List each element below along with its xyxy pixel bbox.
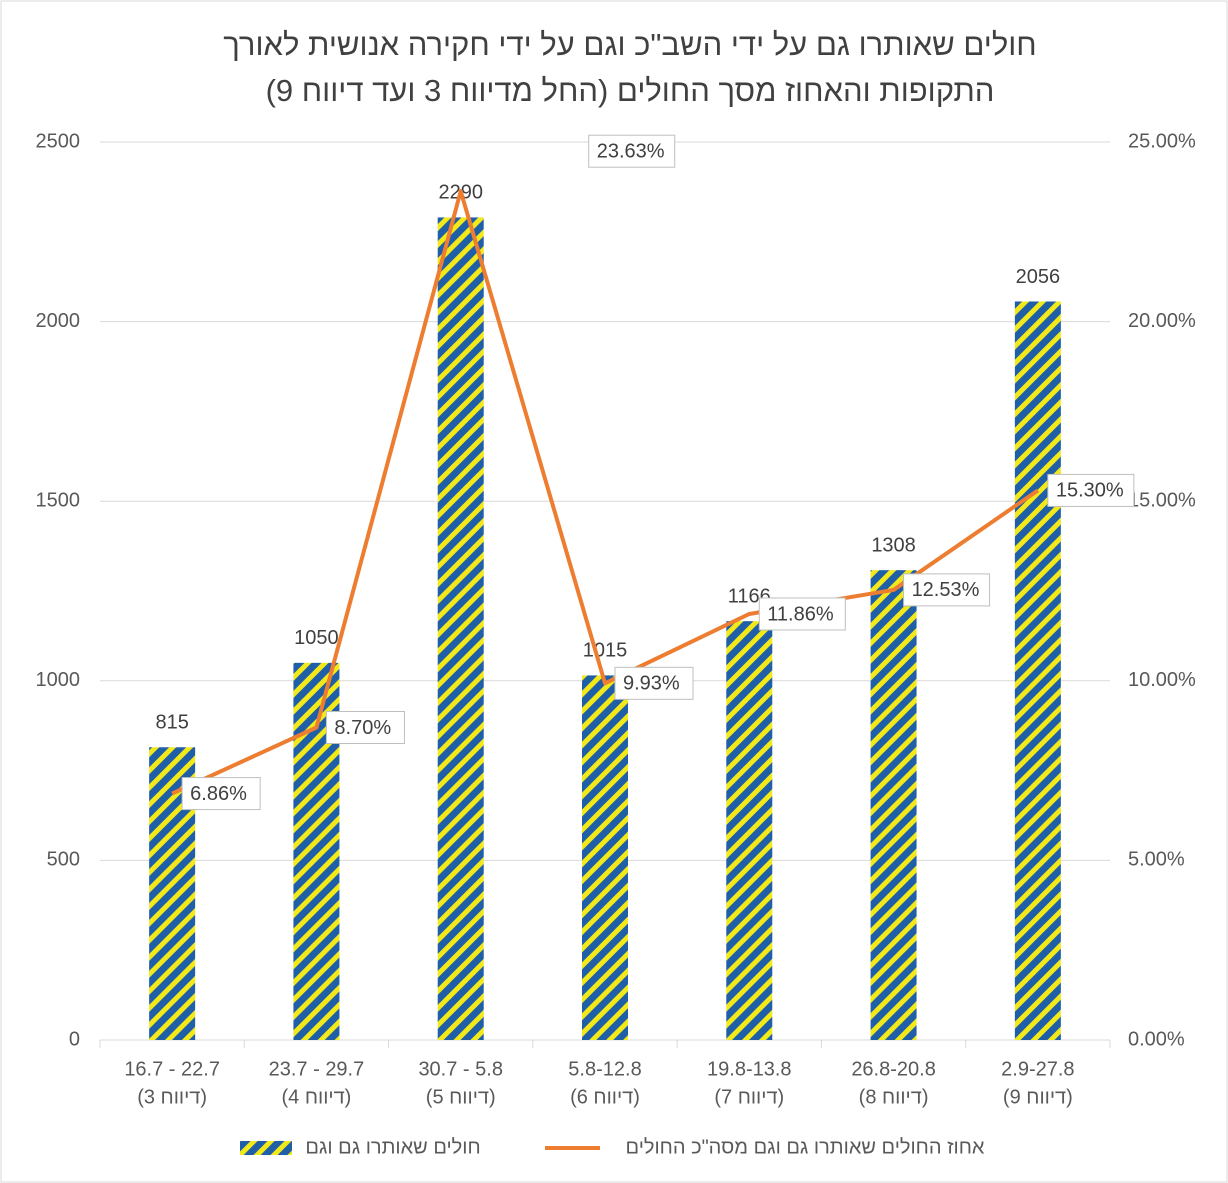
- bar: [582, 675, 628, 1040]
- line-value-label: 23.63%: [597, 140, 665, 162]
- bar: [870, 570, 917, 1040]
- x-tick-label: 19.8-13.8: [707, 1058, 792, 1080]
- bar: [1014, 301, 1061, 1040]
- x-tick-label: 2.9-27.8: [1001, 1058, 1074, 1080]
- line-value-label: 15.30%: [1056, 480, 1124, 502]
- line-series: [171, 189, 1039, 796]
- y-tick-label: 2500: [36, 130, 81, 152]
- bar-value-label: 815: [155, 712, 188, 734]
- y2-tick-label: 15.00%: [1128, 489, 1196, 511]
- line-label-box: [614, 666, 694, 700]
- x-tick-label: 5.8 - 30.7: [418, 1058, 503, 1080]
- bar: [726, 621, 773, 1040]
- bar-value-label: 1050: [294, 627, 339, 649]
- line-label-box: [903, 573, 991, 607]
- bar-value-label: 1308: [871, 534, 916, 556]
- y-tick-label: 0: [69, 1028, 80, 1050]
- y-tick-label: 500: [47, 849, 80, 871]
- x-tick-label: (דיווח 7): [714, 1086, 784, 1108]
- bar-value-label: 1015: [583, 640, 628, 662]
- x-tick-label: 26.8-20.8: [851, 1058, 936, 1080]
- x-tick-label: 22.7 - 16.7: [124, 1058, 220, 1080]
- legend-label: חולים שאותרו גם וגם: [305, 1136, 480, 1158]
- y2-tick-label: 25.00%: [1128, 130, 1196, 152]
- x-tick-label: (דיווח 3): [137, 1086, 207, 1108]
- x-tick-label: (דיווח 8): [859, 1086, 929, 1108]
- x-tick-label: 5.8-12.8: [568, 1058, 641, 1080]
- y2-tick-label: 20.00%: [1128, 310, 1196, 332]
- line-value-label: 6.86%: [190, 783, 247, 805]
- line-value-label: 12.53%: [912, 579, 980, 601]
- x-tick-label: (דיווח 4): [281, 1086, 351, 1108]
- x-tick-label: (דיווח 9): [1003, 1086, 1073, 1108]
- chart-title: התקופות והאחוז מסך החולים (החל מדיווח 3 …: [266, 73, 995, 108]
- x-tick-label: (דיווח 5): [426, 1086, 496, 1108]
- line-value-label: 8.70%: [334, 717, 391, 739]
- bar-value-label: 2056: [1016, 266, 1061, 288]
- line-label-box: [325, 710, 405, 744]
- y2-tick-label: 5.00%: [1128, 849, 1185, 871]
- line-value-label: 9.93%: [623, 673, 680, 695]
- line-label-box: [588, 134, 676, 168]
- legend-swatch: [240, 1141, 292, 1155]
- y2-tick-label: 10.00%: [1128, 669, 1196, 691]
- x-tick-label: 29.7 - 23.7: [269, 1058, 365, 1080]
- line-label-box: [1047, 473, 1135, 507]
- legend-label: אחוז החולים שאותרו גם וגם מסה"כ החולים: [626, 1136, 985, 1158]
- line-label-box: [181, 777, 261, 811]
- chart-title: חולים שאותרו גם על ידי השב"כ וגם על ידי …: [223, 27, 1036, 62]
- y-tick-label: 2000: [36, 310, 81, 332]
- line-value-label: 11.86%: [767, 603, 834, 625]
- y2-tick-label: 0.00%: [1128, 1028, 1185, 1050]
- line-label-box: [758, 597, 846, 631]
- bar: [437, 217, 484, 1040]
- x-tick-label: (דיווח 6): [570, 1086, 640, 1108]
- y-tick-label: 1500: [36, 489, 81, 511]
- y-tick-label: 1000: [36, 669, 81, 691]
